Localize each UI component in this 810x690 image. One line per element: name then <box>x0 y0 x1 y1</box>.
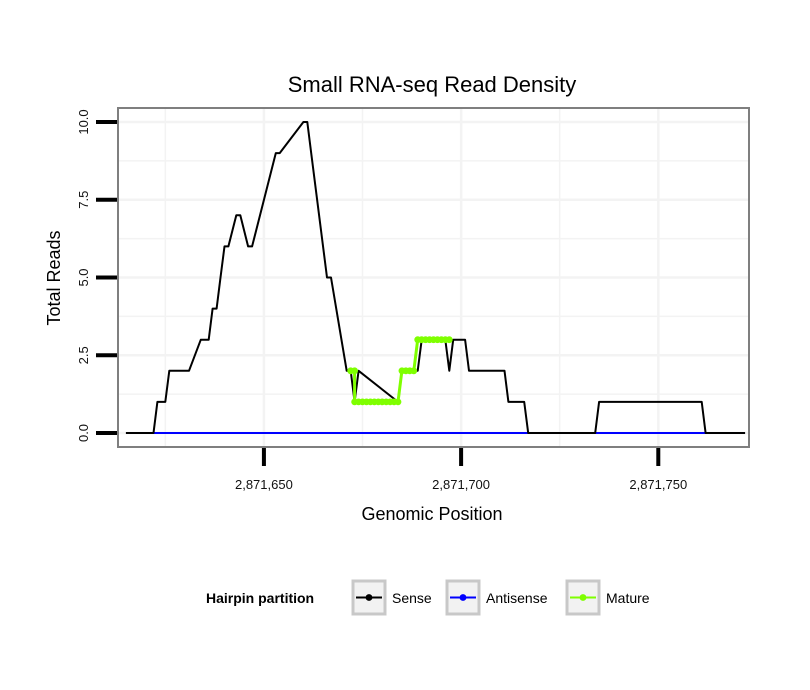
y-tick-label: 5.0 <box>76 268 91 286</box>
sense-series-line <box>125 121 746 434</box>
legend-label-sense: Sense <box>392 590 432 606</box>
mature-point <box>410 367 418 375</box>
x-tick-label: 2,871,700 <box>432 477 490 492</box>
plot-panel-border <box>117 107 750 448</box>
mature-point <box>445 336 453 344</box>
x-tick-label: 2,871,650 <box>235 477 293 492</box>
y-axis-label: Total Reads <box>44 230 64 325</box>
y-tick-label: 0.0 <box>76 424 91 442</box>
axes: 0.0 2.5 5.0 7.5 10.0 2,871,650 2,871,700 2,871,… <box>76 109 687 492</box>
legend-label-antisense: Antisense <box>486 590 548 606</box>
legend-point-antisense <box>459 594 467 601</box>
legend-label-mature: Mature <box>606 590 650 606</box>
series-layer <box>125 121 746 434</box>
x-axis-label: Genomic Position <box>361 504 502 524</box>
y-tick-label: 7.5 <box>76 191 91 209</box>
chart-title: Small RNA-seq Read Density <box>288 72 577 97</box>
legend: Hairpin partition Sense Antisense Mature <box>206 579 650 616</box>
legend-point-sense <box>365 594 373 601</box>
y-tick-label: 2.5 <box>76 346 91 364</box>
legend-title: Hairpin partition <box>206 590 314 606</box>
y-tick-label: 10.0 <box>76 109 91 134</box>
grid <box>118 108 749 447</box>
mature-point <box>351 367 359 375</box>
x-tick-label: 2,871,750 <box>629 477 687 492</box>
mature-point <box>394 398 402 406</box>
legend-point-mature <box>579 594 587 601</box>
